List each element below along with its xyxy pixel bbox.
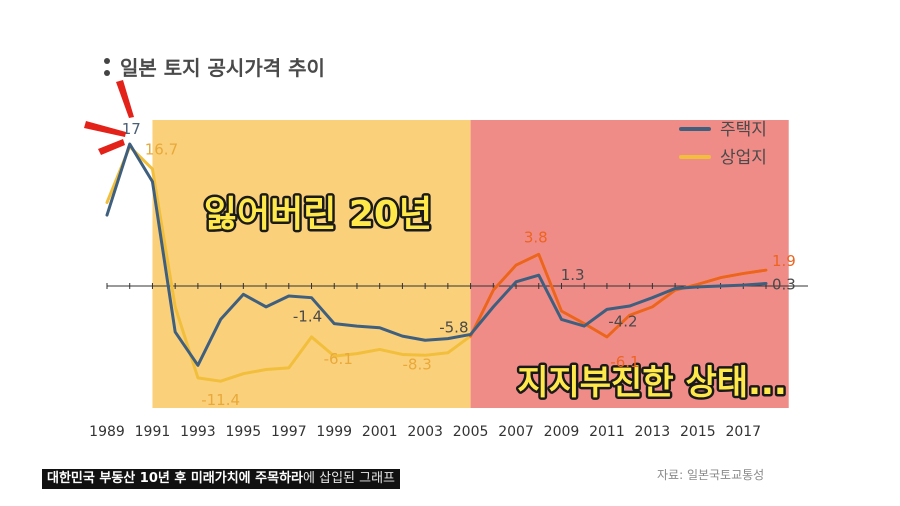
data-label: -11.4 bbox=[201, 391, 240, 409]
data-label: -5.8 bbox=[439, 319, 468, 337]
data-label: -6.1 bbox=[610, 353, 639, 371]
series-line-commercial-recent bbox=[469, 252, 768, 339]
legend: 주택지 상업지 bbox=[679, 120, 767, 168]
title-bullet-icon-2 bbox=[104, 70, 110, 76]
data-label: 1.3 bbox=[561, 266, 585, 284]
data-label: -6.1 bbox=[324, 350, 353, 368]
x-tick-label: 1999 bbox=[316, 424, 352, 440]
data-label: -8.3 bbox=[402, 355, 431, 373]
series-line-residential bbox=[105, 142, 768, 367]
title-bullet-icon bbox=[104, 58, 110, 64]
x-tick-label: 2003 bbox=[407, 424, 443, 440]
x-tick-label: 1991 bbox=[135, 424, 171, 440]
data-label: 0.3 bbox=[772, 275, 796, 293]
source-note: 자료: 일본국토교통성 bbox=[657, 468, 764, 482]
book-caption: 대한민국 부동산 10년 후 미래가치에 주목하라에 삽입된 그래프 bbox=[42, 469, 401, 489]
x-tick-label: 2013 bbox=[635, 424, 671, 440]
x-tick-label: 1995 bbox=[226, 424, 262, 440]
x-tick-label: 1997 bbox=[271, 424, 307, 440]
region-band-0 bbox=[152, 120, 471, 408]
data-label: -4.2 bbox=[608, 312, 637, 330]
x-tick-label: 1993 bbox=[180, 424, 216, 440]
data-label: 16.7 bbox=[145, 141, 178, 159]
x-tick-label: 2017 bbox=[725, 424, 761, 440]
data-label: 17 bbox=[122, 120, 141, 138]
data-label: -1.4 bbox=[293, 308, 322, 326]
alert-burst-icon bbox=[84, 80, 134, 155]
chart-title: 일본 토지 공시가격 추이 bbox=[120, 56, 325, 80]
x-tick-label: 2005 bbox=[453, 424, 489, 440]
x-tick-label: 2015 bbox=[680, 424, 716, 440]
region-headline-0: 잃어버린 20년 bbox=[204, 194, 432, 235]
x-tick-label: 2007 bbox=[498, 424, 534, 440]
data-label: 3.8 bbox=[524, 228, 548, 246]
book-caption-rest: 에 삽입된 그래프 bbox=[303, 471, 396, 486]
x-tick-label: 2009 bbox=[544, 424, 580, 440]
x-tick-label: 2001 bbox=[362, 424, 398, 440]
legend-label-residential: 주택지 bbox=[720, 120, 767, 140]
region-band-1 bbox=[470, 120, 789, 408]
region-headline-1: 지지부진한 상태... bbox=[517, 363, 787, 403]
book-caption-title: 대한민국 부동산 10년 후 미래가치에 주목하라 bbox=[47, 471, 304, 486]
legend-label-commercial: 상업지 bbox=[720, 148, 767, 168]
x-tick-label: 2011 bbox=[589, 424, 625, 440]
x-tick-label: 1989 bbox=[89, 424, 125, 440]
data-label: 1.9 bbox=[772, 252, 796, 270]
